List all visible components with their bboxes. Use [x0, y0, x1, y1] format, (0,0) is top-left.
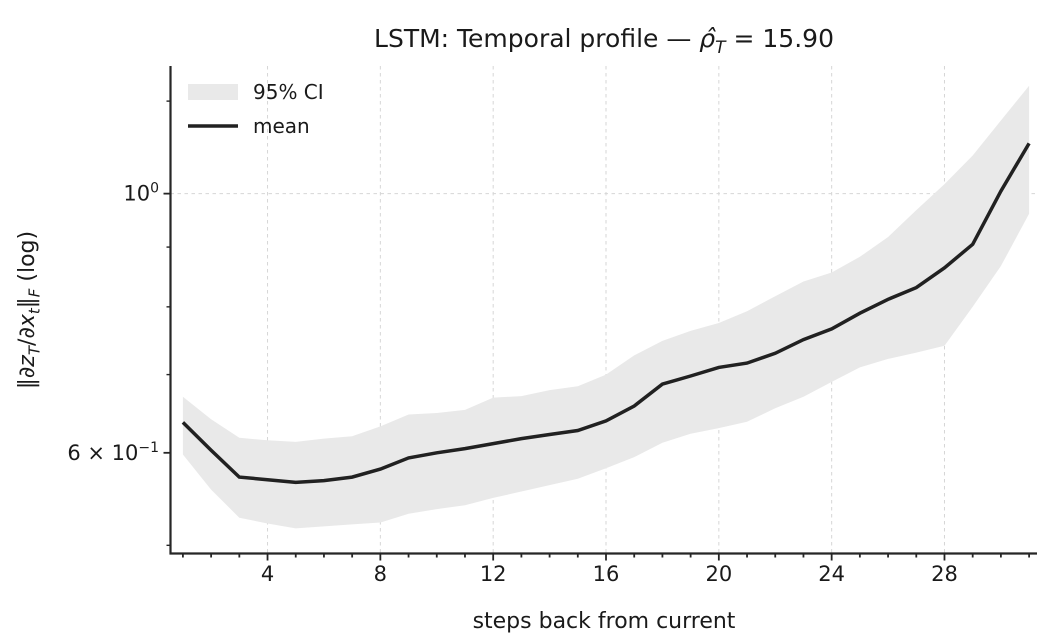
y-tick-label: 100 [123, 181, 159, 206]
ci-band-area [182, 85, 1030, 529]
legend-ci-label: 95% CI [253, 80, 324, 104]
x-tick-label: 24 [818, 562, 845, 586]
y-tick-label: 6 × 10−1 [67, 440, 159, 465]
axis-ticks [163, 100, 1031, 561]
axis-tick-labels: 4 8 12 16 20 24 28 100 6 × 10−1 [67, 181, 958, 586]
x-tick-label: 20 [705, 562, 732, 586]
x-tick-label: 16 [593, 562, 620, 586]
legend-mean-label: mean [253, 114, 310, 138]
chart-title: LSTM: Temporal profile — ρ̂T = 15.90 [374, 24, 834, 58]
x-tick-label: 8 [374, 562, 387, 586]
mean-series-line [181, 142, 1031, 485]
x-tick-label: 28 [931, 562, 958, 586]
x-tick-label: 4 [261, 562, 274, 586]
axes-spines [169, 66, 1037, 555]
legend: 95% CI mean [188, 80, 324, 138]
x-tick-label: 12 [480, 562, 507, 586]
mean-line [181, 142, 1031, 485]
confidence-band [182, 85, 1030, 529]
x-axis-label: steps back from current [473, 609, 736, 634]
legend-ci-swatch-icon [188, 84, 238, 100]
y-axis-label: ‖∂zT/∂xt‖F (log) [15, 231, 43, 389]
